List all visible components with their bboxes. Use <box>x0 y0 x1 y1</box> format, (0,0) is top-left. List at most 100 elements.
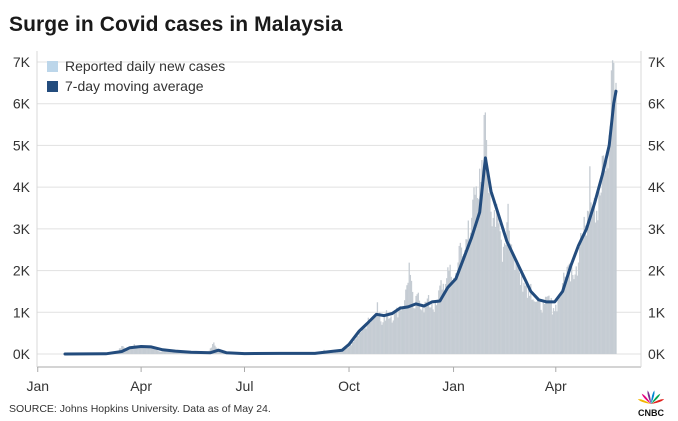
daily-cases-bar <box>371 321 373 354</box>
daily-cases-bar <box>574 274 576 354</box>
x-tick-label: Jul <box>236 378 254 394</box>
daily-cases-bar <box>465 239 467 354</box>
daily-cases-bar <box>217 350 220 354</box>
moving-average-line <box>63 89 618 356</box>
daily-cases-bar <box>546 296 548 354</box>
daily-cases-bar <box>607 168 609 354</box>
daily-cases-bar <box>167 350 170 354</box>
x-tick-label: Oct <box>338 378 360 394</box>
daily-cases-bar <box>421 310 423 354</box>
daily-cases-bar <box>461 256 464 354</box>
peacock-icon <box>637 390 665 404</box>
logo-feather <box>651 390 655 404</box>
daily-cases-bar <box>571 262 573 354</box>
daily-cases-bar <box>158 351 160 354</box>
daily-cases-bar <box>333 352 335 354</box>
daily-cases-bar <box>350 345 352 354</box>
daily-cases-bar <box>443 294 446 354</box>
y-tick-label-right: 6K <box>648 96 666 112</box>
y-tick-label-left: 3K <box>13 221 31 237</box>
daily-cases-bar <box>476 197 479 354</box>
x-tick-label: Apr <box>545 378 567 394</box>
daily-cases-bar <box>594 222 597 354</box>
daily-cases-bar <box>374 314 376 354</box>
daily-cases-bar <box>411 291 414 354</box>
daily-cases-bar <box>482 175 484 354</box>
daily-cases-bar <box>404 300 406 354</box>
daily-cases-bar <box>588 211 590 354</box>
daily-cases-bar <box>576 275 579 354</box>
daily-cases-bar <box>491 226 493 354</box>
daily-cases-bar <box>159 351 162 354</box>
daily-cases-bar <box>182 352 184 354</box>
daily-cases-bar <box>550 297 552 354</box>
daily-cases-bar <box>410 280 413 354</box>
daily-cases-bar <box>469 232 472 354</box>
daily-cases-bar <box>481 160 483 354</box>
daily-cases-bar <box>386 315 389 354</box>
daily-cases-bar <box>168 350 171 354</box>
daily-cases-bar <box>521 273 523 354</box>
daily-cases-bar <box>213 342 215 354</box>
y-tick-label-right: 7K <box>648 54 666 70</box>
daily-cases-bar <box>351 342 354 354</box>
daily-cases-bar <box>471 217 473 354</box>
daily-cases-bar <box>413 308 415 354</box>
daily-cases-bar <box>548 295 550 354</box>
logo-feather <box>641 393 651 404</box>
daily-cases-bar <box>575 266 577 354</box>
daily-cases-bar <box>479 168 481 354</box>
daily-cases-bar <box>147 347 149 354</box>
logo-text: CNBC <box>638 408 664 418</box>
daily-cases-bar <box>151 347 154 354</box>
daily-cases-bar <box>573 279 575 354</box>
daily-cases-bar <box>396 307 398 354</box>
logo-feather <box>651 393 661 404</box>
daily-cases-bar <box>163 351 165 354</box>
daily-cases-bar <box>511 251 514 354</box>
daily-cases-bar <box>127 348 130 354</box>
daily-cases-bar <box>388 318 390 354</box>
daily-cases-bar <box>601 155 604 354</box>
daily-cases-bar <box>131 346 133 354</box>
daily-cases-bar <box>367 317 369 354</box>
y-tick-label-left: 5K <box>13 137 31 153</box>
daily-cases-bar <box>155 349 157 354</box>
daily-cases-bar <box>448 270 450 354</box>
daily-cases-bar <box>338 351 340 354</box>
daily-cases-bar <box>580 233 582 354</box>
daily-cases-bar <box>222 352 224 354</box>
daily-cases-bar <box>615 82 617 354</box>
daily-cases-bar <box>414 308 416 354</box>
daily-cases-bar <box>555 304 557 354</box>
daily-cases-bar <box>492 217 494 354</box>
daily-cases-bar <box>517 265 519 354</box>
daily-cases-bar <box>384 320 387 354</box>
daily-cases-bar <box>561 283 564 354</box>
y-tick-label-right: 3K <box>648 221 666 237</box>
daily-cases-bar <box>447 267 449 354</box>
daily-cases-bar <box>365 328 367 354</box>
daily-cases-bar <box>146 346 148 354</box>
daily-cases-bar <box>148 347 150 354</box>
daily-cases-bar <box>150 347 152 354</box>
daily-cases-bar <box>603 170 606 354</box>
daily-cases-bar <box>527 284 530 354</box>
daily-cases-bar <box>535 301 538 354</box>
y-tick-label-right: 0K <box>648 346 666 362</box>
daily-cases-bar <box>379 312 381 354</box>
daily-cases-bar <box>342 348 344 354</box>
daily-cases-bar <box>149 346 151 354</box>
daily-cases-bar <box>156 349 158 354</box>
logo-feather <box>637 399 651 404</box>
daily-cases-bar <box>454 278 456 354</box>
daily-cases-bar <box>485 140 488 354</box>
daily-cases-bar <box>477 199 480 354</box>
legend-swatch-average <box>47 81 58 92</box>
daily-cases-bar <box>516 262 518 354</box>
daily-cases-bar <box>525 283 527 354</box>
daily-cases-bar <box>434 301 437 354</box>
daily-cases-bar <box>348 346 350 354</box>
daily-cases-bar <box>397 317 399 354</box>
daily-cases-bar <box>354 339 356 354</box>
